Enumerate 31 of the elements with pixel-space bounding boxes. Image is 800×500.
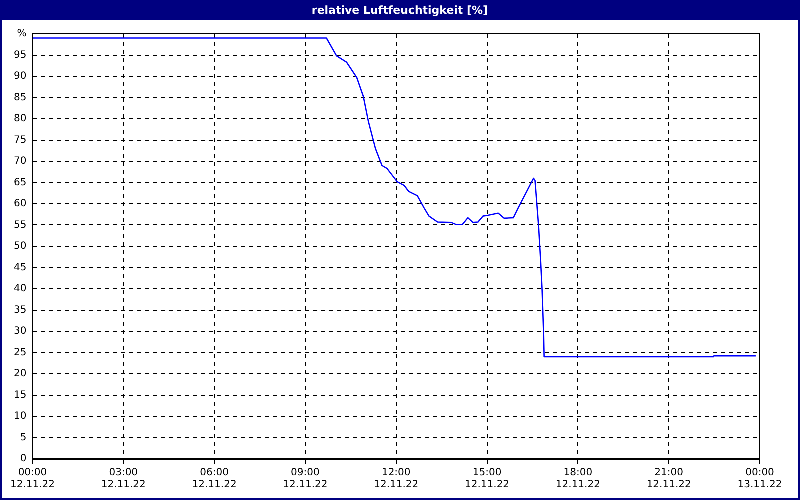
x-tick-label: 18:00 12.11.22 — [556, 468, 600, 491]
y-tick-label: 50 — [14, 241, 27, 252]
y-tick-label: 75 — [14, 134, 27, 146]
chart-title: relative Luftfeuchtigkeit [%] — [2, 2, 798, 20]
y-tick-label: 40 — [14, 284, 27, 295]
x-tick-label: 12:00 12.11.22 — [374, 468, 419, 491]
y-tick-label: 95 — [14, 50, 27, 61]
y-tick-label: 90 — [14, 71, 27, 82]
x-tick-label: 03:00 12.11.22 — [101, 468, 146, 491]
y-tick-label: 65 — [14, 177, 27, 188]
y-tick-label: 15 — [14, 390, 27, 401]
x-tick-label: 06:00 12.11.22 — [192, 468, 237, 491]
y-tick-label: 30 — [14, 326, 27, 338]
y-tick-label: 55 — [14, 220, 27, 231]
y-tick-label: 80 — [14, 114, 27, 125]
y-tick-label: 85 — [14, 92, 27, 104]
y-tick-label: 10 — [14, 411, 27, 422]
y-tick-label: 70 — [14, 156, 27, 168]
x-tick-label: 15:00 12.11.22 — [465, 468, 510, 491]
x-tick-label: 00:00 12.11.22 — [10, 468, 55, 491]
y-tick-label: 5 — [20, 432, 27, 444]
y-tick-label: 45 — [14, 262, 27, 274]
y-tick-label: 60 — [14, 198, 27, 210]
x-tick-label: 09:00 12.11.22 — [283, 468, 328, 491]
y-tick-label: 0 — [20, 454, 27, 465]
y-tick-label: 25 — [14, 347, 27, 358]
x-tick-label: 00:00 13.11.22 — [738, 468, 782, 491]
y-tick-label: % — [17, 28, 27, 40]
x-tick-label: 21:00 12.11.22 — [646, 468, 692, 491]
y-tick-label: 20 — [14, 368, 27, 380]
y-tick-label: 35 — [14, 304, 27, 316]
